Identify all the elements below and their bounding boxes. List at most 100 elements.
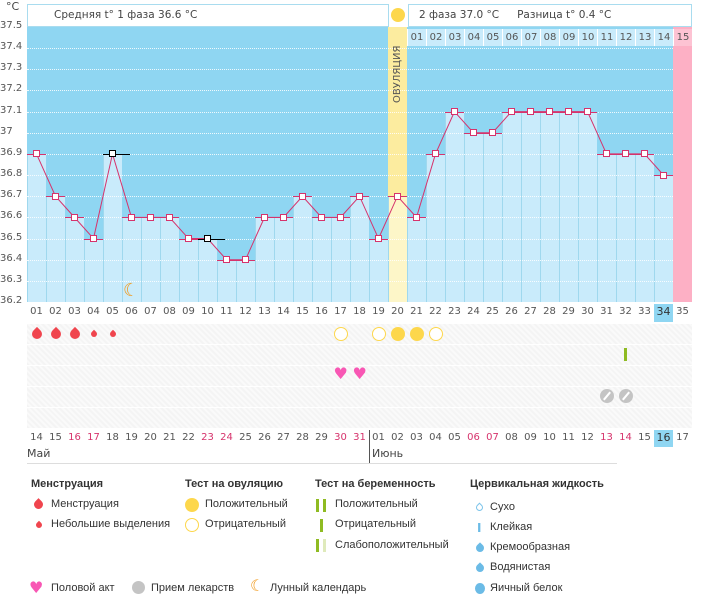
- calendar-date: 15: [638, 432, 651, 443]
- heart-icon: ♥: [29, 578, 44, 597]
- temperature-point[interactable]: [603, 150, 610, 158]
- temperature-point[interactable]: [166, 213, 173, 221]
- temperature-point[interactable]: [185, 235, 192, 243]
- temperature-point[interactable]: [71, 213, 78, 221]
- calendar-date: 27: [277, 432, 290, 443]
- y-tick-label: 36.2: [0, 295, 23, 306]
- day-column: [103, 27, 122, 302]
- temperature-point[interactable]: [546, 108, 553, 116]
- post-ovulation-day: 12: [616, 29, 635, 46]
- temperature-point[interactable]: [223, 256, 230, 264]
- temperature-point[interactable]: [489, 129, 496, 137]
- temperature-point[interactable]: [280, 213, 287, 221]
- temperature-point[interactable]: [527, 108, 534, 116]
- calendar-date: 06: [467, 432, 480, 443]
- temperature-point[interactable]: [128, 213, 135, 221]
- temperature-point[interactable]: [413, 213, 420, 221]
- calendar-date: 17: [87, 432, 100, 443]
- calendar-date: 18: [106, 432, 119, 443]
- legend-pregnancy-positive: Положительный: [335, 498, 418, 510]
- legend-title-cervical: Цервикальная жидкость: [470, 478, 604, 490]
- sun-icon: [391, 8, 405, 22]
- weak-positive-test-icon: [316, 539, 326, 552]
- grid-line: [27, 175, 673, 177]
- y-tick-label: 36.9: [0, 146, 23, 158]
- pill-icon: [618, 389, 633, 403]
- temperature-point[interactable]: [641, 150, 648, 158]
- temperature-point[interactable]: [584, 108, 591, 116]
- calendar-date: 03: [410, 432, 423, 443]
- temperature-point[interactable]: [90, 235, 97, 243]
- month-may: Май: [27, 447, 51, 460]
- grid-line: [27, 153, 673, 155]
- temperature-point[interactable]: [508, 108, 515, 116]
- cycle-day-label: 01: [30, 306, 43, 317]
- temperature-point[interactable]: [375, 235, 382, 243]
- heart-icon: ♥: [333, 364, 348, 383]
- temperature-point[interactable]: [52, 192, 59, 200]
- legend-ovulation-positive: Положительный: [205, 498, 288, 510]
- legend-intercourse: Половой акт: [51, 582, 115, 594]
- pill-stripe: [602, 391, 611, 401]
- cycle-day-label: 26: [505, 306, 518, 317]
- calendar-date: 20: [144, 432, 157, 443]
- grid-line: [27, 217, 673, 219]
- pregnancy-test-icon: [624, 348, 627, 361]
- temperature-point[interactable]: [470, 129, 477, 137]
- post-ovulation-day: 06: [502, 29, 521, 46]
- negative-test-icon: [320, 519, 323, 532]
- calendar-date: 26: [258, 432, 271, 443]
- temperature-point[interactable]: [565, 108, 572, 116]
- cycle-day-label: 10: [201, 306, 214, 317]
- day-column: [350, 27, 369, 302]
- day-column: [445, 27, 464, 302]
- moon-icon: ☾: [123, 280, 140, 301]
- calendar-date: 30: [334, 432, 347, 443]
- temperature-point[interactable]: [299, 192, 306, 200]
- temperature-difference: Разница t° 0.4 °C: [517, 9, 612, 21]
- pill-stripe: [621, 391, 630, 401]
- cycle-day-label: 23: [448, 306, 461, 317]
- symptom-row: [27, 324, 692, 344]
- temperature-point[interactable]: [356, 192, 363, 200]
- y-tick-label: 37.3: [0, 62, 23, 74]
- temperature-point[interactable]: [660, 171, 667, 179]
- temperature-point[interactable]: [451, 108, 458, 116]
- calendar-date: 19: [125, 432, 138, 443]
- temperature-point[interactable]: [242, 256, 249, 264]
- day-column: [578, 27, 597, 302]
- ovulation-negative-icon: [333, 327, 348, 341]
- legend-title-ovulation: Тест на овуляцию: [185, 478, 284, 490]
- temperature-point[interactable]: [33, 150, 40, 158]
- temperature-point[interactable]: [147, 213, 154, 221]
- calendar-date: 14: [30, 432, 43, 443]
- day-column: [27, 27, 46, 302]
- temperature-line: [36, 110, 664, 261]
- cycle-day-label: 16: [315, 306, 328, 317]
- calendar-date: 09: [524, 432, 537, 443]
- temperature-point[interactable]: [318, 213, 325, 221]
- temperature-point[interactable]: [204, 235, 211, 243]
- cycle-day-label: 06: [125, 306, 138, 317]
- y-tick-label: 37.1: [0, 104, 23, 116]
- temperature-point[interactable]: [622, 150, 629, 158]
- heart-icon: ♥: [352, 364, 367, 383]
- legend-egg-white: Яичный белок: [490, 582, 563, 594]
- temperature-point[interactable]: [432, 150, 439, 158]
- y-tick-label: 36.4: [0, 252, 23, 264]
- y-tick-label: 36.5: [0, 231, 23, 243]
- month-june: Июнь: [372, 447, 404, 460]
- temperature-point[interactable]: [261, 213, 268, 221]
- temperature-point[interactable]: [394, 192, 401, 200]
- temperature-point[interactable]: [109, 150, 116, 158]
- calendar-date: 12: [581, 432, 594, 443]
- temperature-bar: [103, 153, 122, 302]
- calendar-date: 11: [562, 432, 575, 443]
- cycle-day-label: 29: [562, 306, 575, 317]
- day-column: [597, 27, 616, 302]
- calendar-date: 13: [600, 432, 613, 443]
- calendar-date: 22: [182, 432, 195, 443]
- cycle-day-label: 35: [676, 306, 689, 317]
- temperature-point[interactable]: [337, 213, 344, 221]
- calendar-date: 15: [49, 432, 62, 443]
